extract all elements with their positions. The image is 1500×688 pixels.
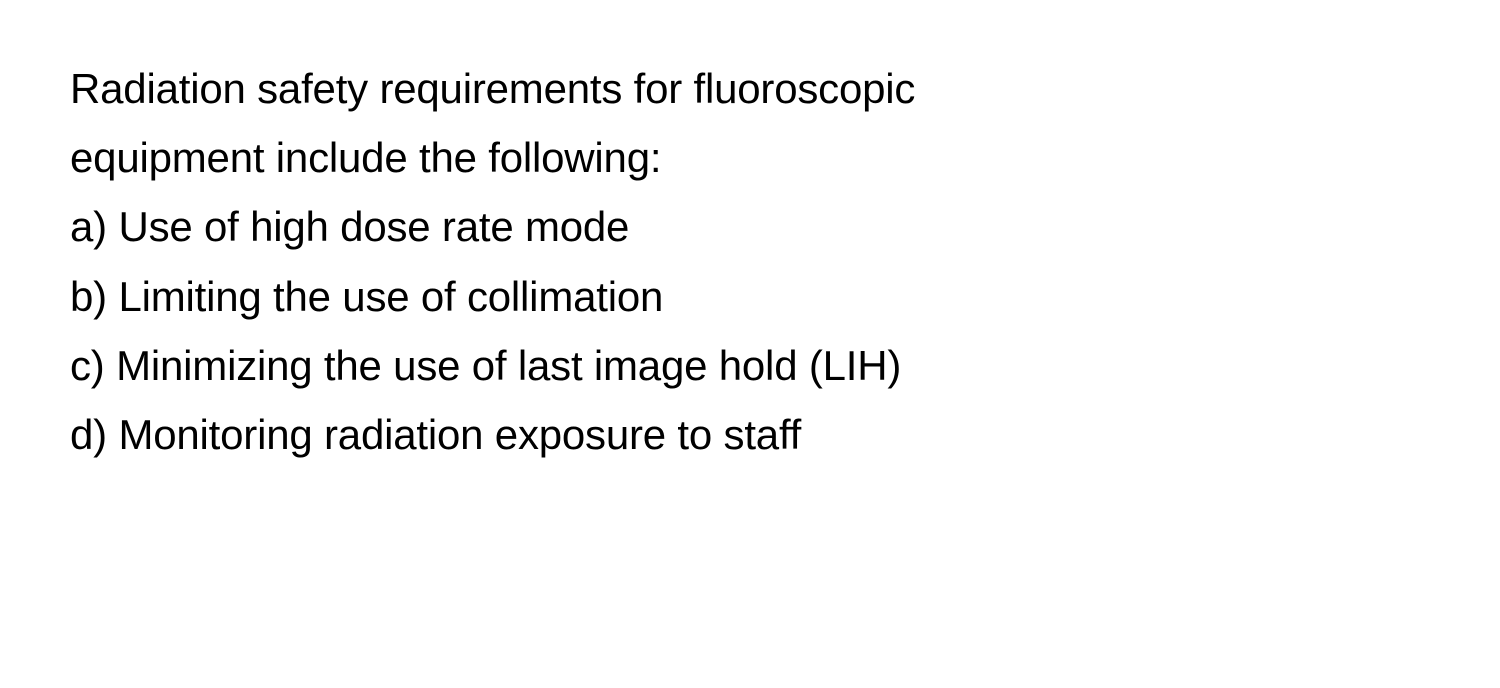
option-b: b) Limiting the use of collimation (70, 263, 1430, 330)
option-letter: b) (70, 273, 107, 320)
option-a: a) Use of high dose rate mode (70, 193, 1430, 260)
option-text: Monitoring radiation exposure to staff (118, 411, 801, 458)
option-d: d) Monitoring radiation exposure to staf… (70, 401, 1430, 468)
option-letter: c) (70, 342, 105, 389)
option-letter: a) (70, 203, 107, 250)
question-intro-line-2: equipment include the following: (70, 124, 1430, 191)
option-text: Limiting the use of collimation (118, 273, 663, 320)
option-letter: d) (70, 411, 107, 458)
question-intro-line-1: Radiation safety requirements for fluoro… (70, 55, 1430, 122)
option-c: c) Minimizing the use of last image hold… (70, 332, 1430, 399)
question-container: Radiation safety requirements for fluoro… (70, 55, 1430, 468)
option-text: Minimizing the use of last image hold (L… (116, 342, 901, 389)
option-text: Use of high dose rate mode (118, 203, 629, 250)
